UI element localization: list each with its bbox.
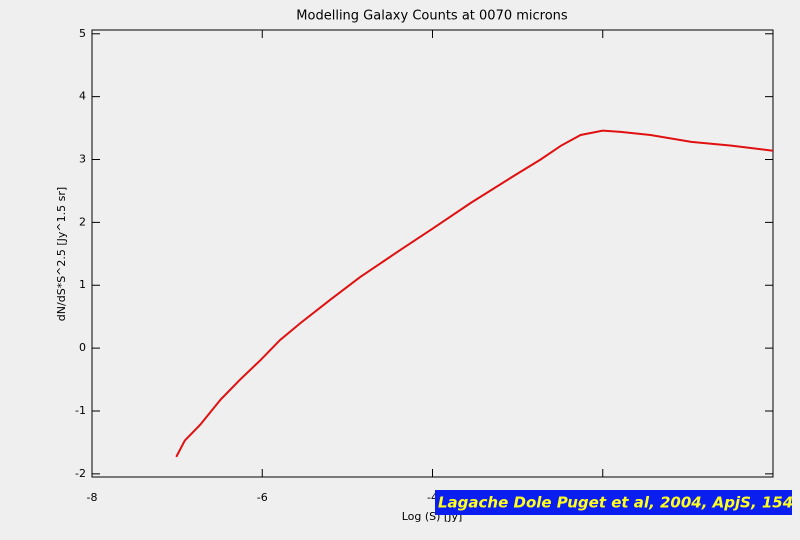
- y-tick-label: -1: [75, 404, 86, 417]
- y-tick-label: 2: [79, 215, 86, 228]
- y-axis-label: dN/dS*S^2.5 [Jy^1.5 sr]: [55, 187, 68, 321]
- y-tick-label: -2: [75, 467, 86, 480]
- data-line: [175, 129, 774, 458]
- y-tick-label: 3: [79, 153, 86, 166]
- chart-title: Modelling Galaxy Counts at 0070 microns: [296, 9, 568, 24]
- y-tick-label: 1: [79, 278, 86, 291]
- x-tick-label: -8: [87, 491, 98, 504]
- x-tick-label: -6: [257, 491, 268, 504]
- annotation-box: [435, 490, 792, 515]
- plot-frame: [91, 29, 774, 478]
- x-tick-label: -4: [427, 491, 438, 504]
- y-tick-label: 4: [79, 90, 86, 103]
- y-tick-label: 0: [79, 341, 86, 354]
- annotation: Lagache Dole Puget et al, 2004, ApjS, 15…: [438, 494, 793, 512]
- y-tick-label: 5: [79, 27, 86, 40]
